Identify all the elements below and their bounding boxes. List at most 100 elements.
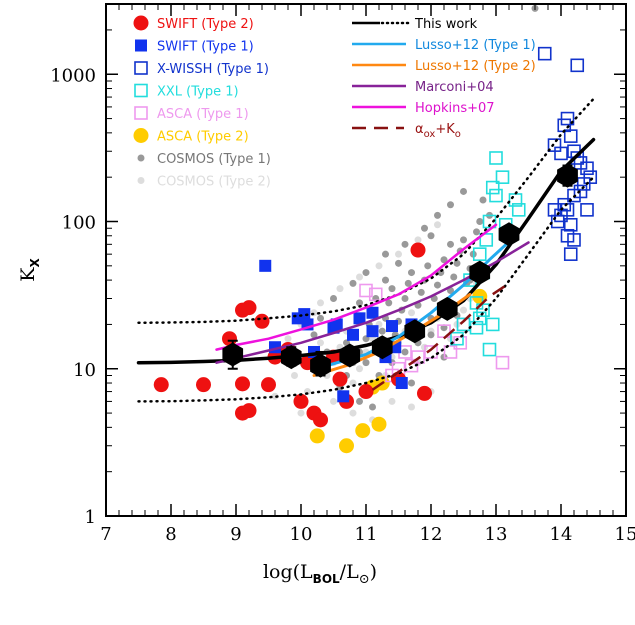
cosmos-type-1-point [453, 259, 461, 267]
asca-type-2-point [355, 423, 371, 439]
xxl-type-1-point [469, 320, 484, 335]
swift-type-2-legend-marker [133, 15, 149, 31]
cosmos-type-2-point [349, 409, 357, 417]
asca-type-2-point [309, 428, 325, 444]
cosmos-type-2-point [356, 273, 363, 281]
xxl-type-1-point [485, 180, 500, 195]
cosmos-type-2-point [388, 397, 396, 405]
cosmos-type-1-point [434, 281, 441, 289]
swift-type-1-point [259, 259, 272, 272]
this-work-bin-point [498, 222, 520, 247]
cosmos-type-2-legend-label: COSMOS (Type 2) [157, 175, 271, 190]
x-wissh-type-1-point [557, 197, 572, 212]
x-tick-label: 7 [100, 524, 111, 545]
x-tick-label: 14 [550, 524, 573, 545]
legend: SWIFT (Type 2) SWIFT (Type 1) X-WISSH (Typ… [133, 15, 536, 190]
x-wissh-type-1-point [570, 151, 585, 165]
cosmos-type-1-point [408, 269, 415, 277]
cosmos-type-1-point [362, 269, 370, 277]
x-axis-title-sun: ⊙ [359, 572, 370, 587]
plot-frame [105, 3, 627, 517]
swift-type-1-point [395, 377, 408, 390]
cosmos-type-1-point [356, 397, 363, 405]
swift-type-2-point [235, 376, 250, 392]
cosmos-type-2-point [291, 371, 298, 379]
x-tick-label: 15 [615, 524, 635, 545]
cosmos-type-1-legend-label: COSMOS (Type 1) [157, 152, 271, 167]
cosmos-type-1-point [401, 348, 409, 356]
x-wissh-type-1-point [563, 247, 578, 261]
cosmos-type-2-point [310, 309, 318, 317]
binned-layer [222, 163, 578, 378]
x-axis-title-close: ) [370, 561, 377, 583]
cosmos-type-1-point [408, 379, 415, 387]
xxl-type-1-point [511, 203, 526, 217]
ox-k-o-line [371, 282, 510, 391]
asca-type-1-legend-marker [134, 106, 148, 120]
x-tick-label: 10 [290, 524, 313, 545]
y-tick-label: 1 [85, 507, 96, 528]
this-work-bin-point [222, 342, 244, 367]
cosmos-type-2-legend-marker [137, 177, 145, 184]
swift-type-2-point [241, 403, 257, 419]
x-tick-label: 13 [485, 524, 508, 545]
this-work-bin-point [436, 296, 458, 321]
cosmos-type-1-point [382, 250, 389, 258]
swift-type-2-point [196, 377, 211, 393]
cosmos-type-1-point [450, 273, 458, 281]
x-axis-title: log(LBOL/L⊙) [263, 561, 377, 587]
cosmos-type-1-point [349, 279, 357, 287]
y-tick-label: 1000 [50, 65, 96, 86]
x-wissh-type-1-point [576, 177, 591, 191]
x-tick-label: 8 [165, 524, 176, 545]
asca-type-2-legend-label: ASCA (Type 2) [157, 130, 249, 145]
swift-type-2-point [313, 412, 328, 428]
cosmos-type-2-point [434, 221, 441, 229]
swift-type-1-point [347, 328, 359, 341]
cosmos-type-1-point [473, 228, 480, 236]
x-wissh-type-1-point [570, 58, 585, 73]
this-work-legend-label: This work [414, 17, 478, 32]
xxl-type-1-point [479, 233, 494, 247]
this-work-bin-point [310, 353, 331, 378]
xxl-type-1-point [472, 247, 487, 261]
cosmos-type-1-point [460, 236, 467, 244]
cosmos-type-1-point [310, 331, 318, 339]
y-axis-title-sub: X [28, 258, 42, 268]
k-o-legend-subscript: o [455, 129, 461, 140]
asca-type-1-point [411, 350, 425, 364]
asca-type-1-point [359, 283, 373, 298]
cosmos-type-1-point [356, 299, 363, 307]
cosmos-type-1-point [447, 240, 454, 248]
x-wissh-type-1-point [567, 233, 581, 247]
cosmos-type-1-point [421, 224, 428, 232]
this-work-line [136, 137, 596, 365]
this-work-bin-point [404, 319, 426, 344]
lusso-12-type-1-line [325, 234, 517, 368]
xxl-type-1-legend-marker [134, 83, 148, 98]
this-work-bin-point [469, 260, 491, 285]
cosmos-type-2-point [284, 335, 292, 343]
swift-type-2-point [410, 242, 426, 258]
cosmos-type-1-point [317, 314, 324, 322]
cosmos-type-2-point [395, 250, 402, 258]
y-axis-title-main: K [17, 267, 39, 282]
x-axis-title-mid: /L [340, 561, 359, 583]
xxl-type-1-point [482, 214, 497, 229]
swift-type-1-point [366, 306, 379, 319]
cosmos-type-1-point [385, 299, 393, 307]
this-work-lower-line [137, 175, 595, 403]
cosmos-type-1-point [330, 294, 337, 302]
cosmos-type-1-point [395, 259, 402, 267]
cosmos-type-1-point [427, 232, 435, 240]
x-wissh-type-1-legend-label: X-WISSH (Type 1) [157, 62, 269, 77]
swift-type-2-point [332, 371, 348, 387]
this-work-bin-point [280, 345, 302, 370]
alpha-ox-legend-symbol: α [415, 122, 424, 137]
x-wissh-type-1-point [580, 203, 594, 217]
swift-type-1-point [337, 390, 350, 403]
x-wissh-type-1-point [580, 161, 594, 176]
swift-type-1-point [353, 312, 366, 325]
cosmos-type-1-point [447, 201, 454, 209]
asca-type-1-point [368, 287, 383, 302]
